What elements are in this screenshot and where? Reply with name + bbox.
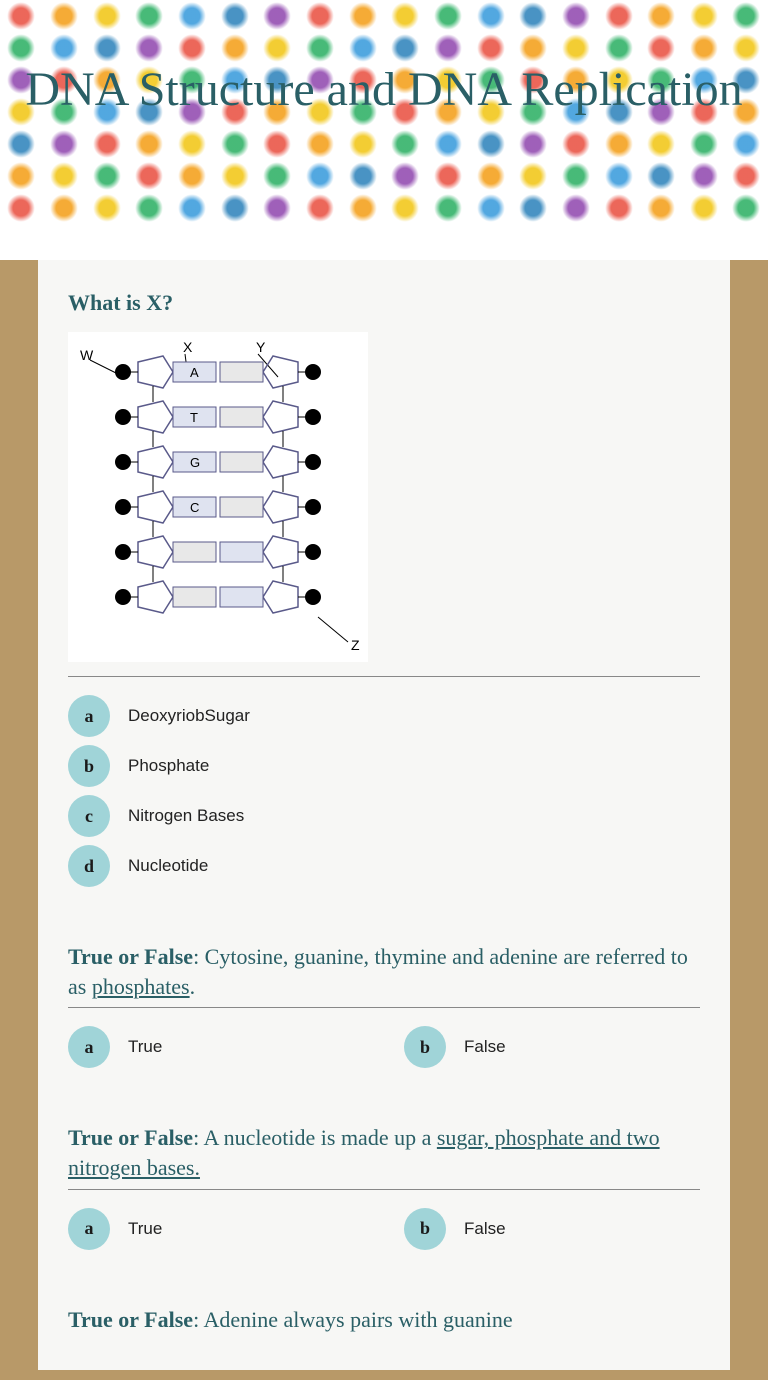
q3-options: a True b False (68, 1208, 700, 1250)
question-4: True or False: Adenine always pairs with… (68, 1305, 700, 1335)
q4-text: : Adenine always pairs with guanine (193, 1307, 513, 1332)
option-label: True (128, 1037, 162, 1057)
option-label: DeoxyriobSugar (128, 706, 250, 726)
option-a[interactable]: a DeoxyriobSugar (68, 695, 700, 737)
label-y: Y (256, 339, 266, 355)
option-badge: b (404, 1026, 446, 1068)
q3-bold: True or False (68, 1125, 193, 1150)
header: DNA Structure and DNA Replication (0, 0, 768, 260)
option-badge: c (68, 795, 110, 837)
option-badge: b (404, 1208, 446, 1250)
option-c[interactable]: c Nitrogen Bases (68, 795, 700, 837)
q2-bold: True or False (68, 944, 193, 969)
option-label: Nitrogen Bases (128, 806, 244, 826)
divider (68, 676, 700, 677)
q3-title: True or False: A nucleotide is made up a… (68, 1123, 700, 1182)
content-area: What is X? W X Y Z ATGC a DeoxyriobSugar… (38, 260, 730, 1370)
option-b[interactable]: b False (404, 1208, 700, 1250)
label-x: X (183, 339, 193, 355)
divider (68, 1007, 700, 1008)
option-a[interactable]: a True (68, 1208, 364, 1250)
option-label: Phosphate (128, 756, 209, 776)
svg-text:C: C (190, 500, 199, 515)
option-a[interactable]: a True (68, 1026, 364, 1068)
q2-underline: phosphates (92, 974, 190, 999)
q4-title: True or False: Adenine always pairs with… (68, 1305, 700, 1335)
svg-text:T: T (190, 410, 198, 425)
option-label: Nucleotide (128, 856, 208, 876)
question-1: What is X? W X Y Z ATGC a DeoxyriobSugar… (68, 290, 700, 887)
option-d[interactable]: d Nucleotide (68, 845, 700, 887)
q1-options: a DeoxyriobSugar b Phosphate c Nitrogen … (68, 695, 700, 887)
divider (68, 1189, 700, 1190)
q2-after: . (190, 974, 196, 999)
option-label: False (464, 1037, 506, 1057)
q4-bold: True or False (68, 1307, 193, 1332)
q2-title: True or False: Cytosine, guanine, thymin… (68, 942, 700, 1001)
option-badge: a (68, 1026, 110, 1068)
svg-text:G: G (190, 455, 200, 470)
dna-svg: W X Y Z ATGC (68, 332, 368, 662)
question-3: True or False: A nucleotide is made up a… (68, 1123, 700, 1249)
option-badge: a (68, 695, 110, 737)
svg-text:A: A (190, 365, 199, 380)
q1-title: What is X? (68, 290, 700, 316)
option-b[interactable]: b Phosphate (68, 745, 700, 787)
question-2: True or False: Cytosine, guanine, thymin… (68, 942, 700, 1068)
option-b[interactable]: b False (404, 1026, 700, 1068)
option-label: False (464, 1219, 506, 1239)
label-z: Z (351, 637, 360, 653)
option-badge: b (68, 745, 110, 787)
page-title: DNA Structure and DNA Replication (0, 60, 768, 120)
option-badge: a (68, 1208, 110, 1250)
dna-diagram: W X Y Z ATGC (68, 332, 368, 662)
q2-options: a True b False (68, 1026, 700, 1068)
q3-text: : A nucleotide is made up a (193, 1125, 437, 1150)
option-badge: d (68, 845, 110, 887)
option-label: True (128, 1219, 162, 1239)
